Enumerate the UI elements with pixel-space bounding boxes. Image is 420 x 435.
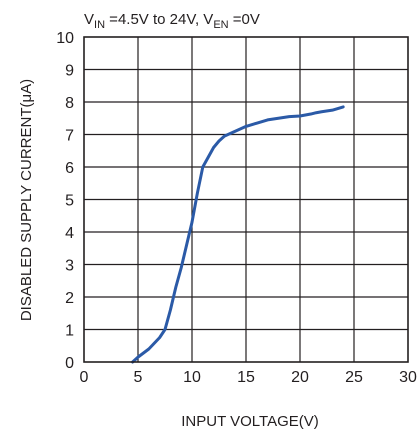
title-en-value: =0V: [229, 11, 260, 28]
chart-title: VIN =4.5V to 24V, VEN =0V: [84, 11, 260, 31]
y-tick-label-4: 4: [65, 225, 74, 242]
y-tick-label-1: 1: [65, 323, 74, 340]
x-tick-label-25: 25: [345, 369, 363, 386]
y-tick-labels: 0 1 2 3 4 5 6 7 8 9 10: [56, 30, 74, 372]
y-tick-label-9: 9: [65, 63, 74, 80]
x-tick-label-30: 30: [399, 369, 417, 386]
y-tick-label-8: 8: [65, 95, 74, 112]
x-tick-label-0: 0: [80, 369, 89, 386]
y-tick-label-7: 7: [65, 128, 74, 145]
y-tick-label-10: 10: [56, 30, 74, 47]
x-tick-label-15: 15: [237, 369, 255, 386]
x-axis-label: INPUT VOLTAGE(V): [181, 413, 319, 430]
x-tick-label-20: 20: [291, 369, 309, 386]
title-in-range: =4.5V to 24V,: [105, 11, 203, 28]
y-axis-label: DISABLED SUPPLY CURRENT(μA): [18, 79, 35, 321]
x-tick-label-10: 10: [183, 369, 201, 386]
y-tick-label-6: 6: [65, 160, 74, 177]
x-tick-label-5: 5: [134, 369, 143, 386]
title-v-in: V: [84, 11, 94, 28]
title-v-en-sub: EN: [213, 19, 228, 31]
y-tick-label-3: 3: [65, 258, 74, 275]
y-tick-label-0: 0: [65, 355, 74, 372]
title-v-in-sub: IN: [94, 19, 105, 31]
gridlines: [84, 37, 408, 362]
y-tick-label-5: 5: [65, 193, 74, 210]
x-tick-labels: 0 5 10 15 20 25 30: [80, 369, 417, 386]
series-line: [131, 105, 345, 364]
y-tick-label-2: 2: [65, 290, 74, 307]
title-v-en: V: [203, 11, 213, 28]
plot-frame: [83, 36, 409, 363]
